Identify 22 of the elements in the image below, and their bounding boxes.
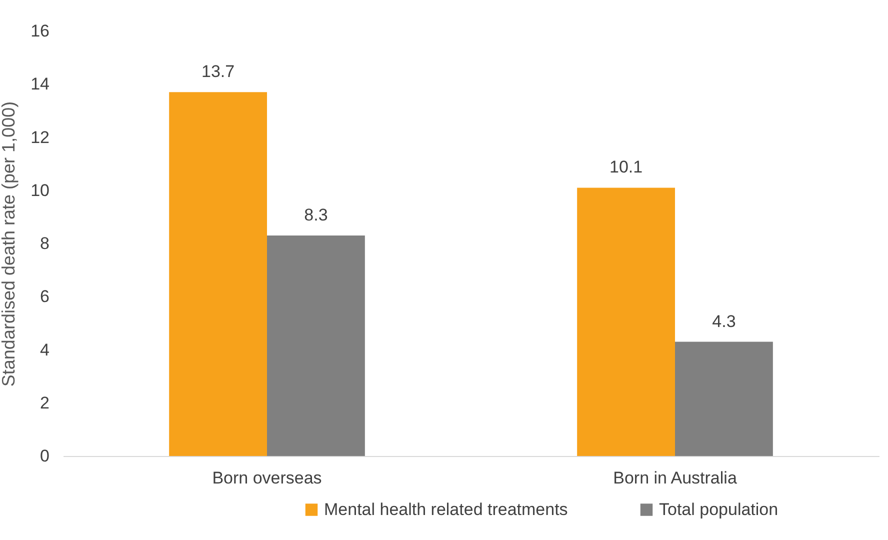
data-label: 10.1 <box>609 158 643 177</box>
y-axis-title: Standardised death rate (per 1,000) <box>0 101 19 387</box>
data-label: 13.7 <box>201 62 235 82</box>
bar <box>675 342 773 456</box>
data-label: 8.3 <box>304 206 328 225</box>
legend-label: Mental health related treatments <box>324 500 568 519</box>
y-tick-label: 6 <box>40 287 50 306</box>
bar <box>267 236 365 456</box>
x-tick-label: Born overseas <box>212 468 322 488</box>
y-tick-label: 0 <box>40 446 50 466</box>
data-label: 4.3 <box>712 312 736 331</box>
bar <box>169 92 267 456</box>
y-tick-label: 2 <box>40 393 50 412</box>
y-tick-label: 4 <box>40 340 50 360</box>
y-tick-label: 16 <box>30 22 50 40</box>
legend-label: Total population <box>659 500 778 519</box>
y-tick-label: 14 <box>30 74 50 94</box>
y-tick-label: 12 <box>30 128 50 147</box>
bar <box>577 188 675 456</box>
y-tick-label: 10 <box>30 180 50 200</box>
x-tick-label: Born in Australia <box>613 468 738 488</box>
y-tick-label: 8 <box>40 234 50 253</box>
